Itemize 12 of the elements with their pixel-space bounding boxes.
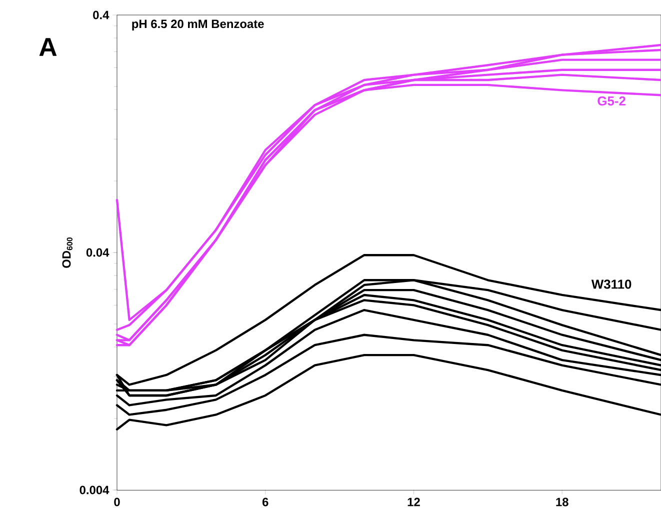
text: A (39, 38, 57, 56)
x-tick-label: 0 (114, 498, 120, 506)
chart-title: pH 6.5 20 mM Benzoate (132, 20, 264, 30)
x-tick-label: 18 (556, 498, 568, 506)
x-tick-label: 6 (262, 498, 268, 506)
y-axis-title: OD$_{600}$ (62, 237, 72, 268)
y-tick-label: 0.004 (80, 486, 110, 494)
x-tick-label: 12 (408, 498, 420, 506)
series-label: W3110 (591, 280, 632, 289)
y-tick-label: 0.4 (93, 10, 110, 20)
series-label: G5-2 (598, 96, 626, 106)
y-tick-label: 0.04 (86, 248, 110, 257)
